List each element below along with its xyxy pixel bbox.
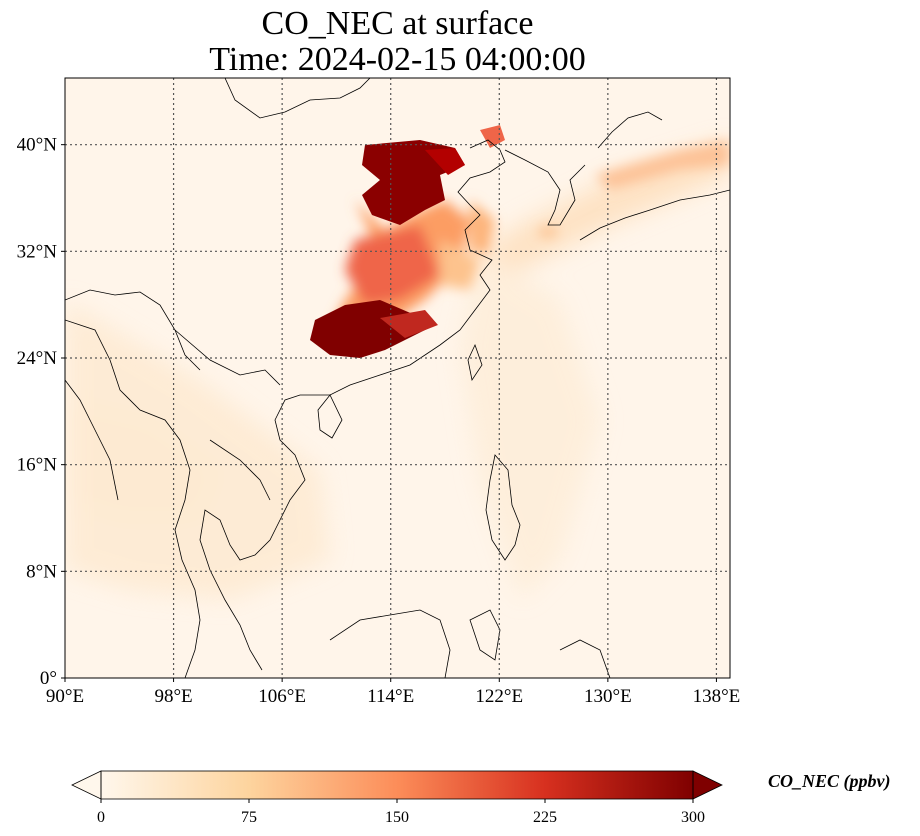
lon-tick-label: 130°E bbox=[584, 686, 632, 707]
colorbar-gradient bbox=[101, 771, 693, 799]
graticule bbox=[65, 78, 730, 678]
colorbar: 0 75 150 225 300 CO_NEC (ppbv) bbox=[71, 770, 891, 826]
map-frame bbox=[64, 77, 731, 679]
map-title-line1: CO_NEC at surface bbox=[261, 5, 534, 42]
lon-tick-label: 122°E bbox=[475, 686, 523, 707]
lat-tick-label: 0° bbox=[40, 668, 57, 689]
lon-tick-label: 106°E bbox=[258, 686, 306, 707]
colorbar-extend-high bbox=[692, 770, 723, 800]
colorbar-extend-low bbox=[71, 770, 102, 800]
colorbar-tick-label: 225 bbox=[533, 809, 557, 826]
lon-tick-label: 98°E bbox=[154, 686, 192, 707]
coastlines bbox=[65, 78, 730, 678]
lat-tick-label: 16°N bbox=[17, 455, 58, 476]
lat-tick-label: 40°N bbox=[17, 135, 58, 156]
colorbar-tick-label: 300 bbox=[681, 809, 705, 826]
lon-tick-label: 138°E bbox=[693, 686, 741, 707]
colorbar-tick-label: 150 bbox=[385, 809, 409, 826]
lon-tick-label: 114°E bbox=[367, 686, 414, 707]
map-title-line2: Time: 2024-02-15 04:00:00 bbox=[209, 41, 586, 78]
colorbar-title: CO_NEC (ppbv) bbox=[768, 771, 891, 792]
concentration-field bbox=[65, 125, 730, 600]
colorbar-tick-label: 75 bbox=[241, 809, 257, 826]
colorbar-tick-label: 0 bbox=[97, 809, 105, 826]
lat-tick-label: 24°N bbox=[17, 348, 58, 369]
lat-tick-label: 8°N bbox=[26, 561, 57, 582]
colorbar-ticks: 0 75 150 225 300 bbox=[97, 799, 705, 826]
lat-tick-label: 32°N bbox=[17, 241, 58, 262]
longitude-tick-labels: 90°E 98°E 106°E 114°E 122°E 130°E 138°E bbox=[46, 678, 740, 707]
lon-tick-label: 90°E bbox=[46, 686, 84, 707]
latitude-tick-labels: 0° 8°N 16°N 24°N 32°N 40°N bbox=[17, 135, 65, 689]
